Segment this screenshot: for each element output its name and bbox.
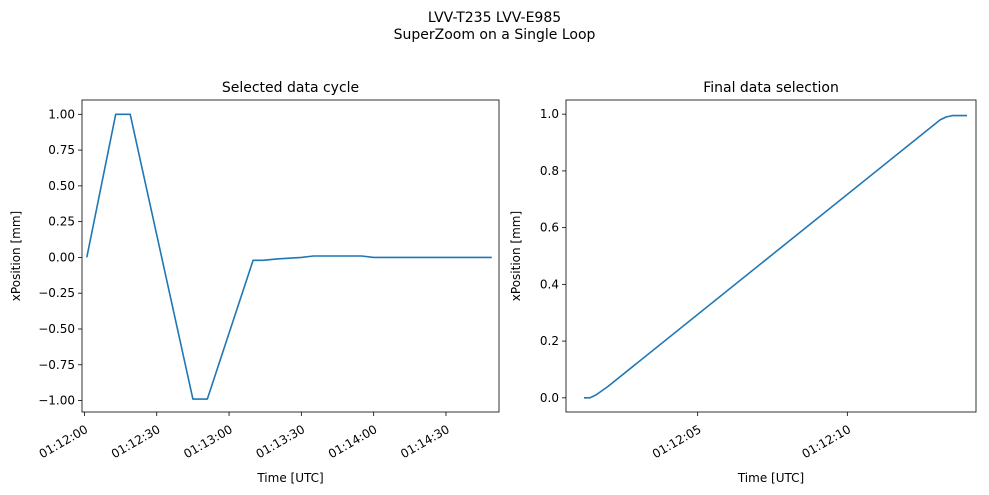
- chart-panel-left: Selected data cycle 1.00 0.75 0.50 0.25 0.00 −…: [9, 80, 500, 485]
- x-tick-label: 01:12:30: [109, 422, 163, 461]
- chart-title: Final data selection: [703, 80, 839, 96]
- y-tick-label: 0.0: [540, 391, 559, 405]
- x-tick-label: 01:13:30: [254, 422, 308, 461]
- suptitle-line1: LVV-T235 LVV-E985: [428, 10, 561, 26]
- x-tick-label: 01:12:05: [650, 422, 704, 461]
- x-axis-label: Time [UTC]: [256, 471, 323, 485]
- y-axis-label: xPosition [mm]: [9, 211, 23, 301]
- axes-frame: [565, 99, 977, 413]
- y-axis-label: xPosition [mm]: [509, 211, 523, 301]
- y-tick-label: −1.00: [38, 394, 75, 408]
- x-tick-label: 01:13:00: [181, 422, 235, 461]
- y-tick-label: 0.2: [540, 334, 559, 348]
- x-tick-label: 01:14:30: [398, 422, 452, 461]
- y-tick-label: 0.4: [540, 277, 559, 291]
- y-tick-label: 0.8: [540, 164, 559, 178]
- x-tick-label: 01:14:00: [326, 422, 380, 461]
- series-line: [584, 114, 967, 399]
- y-tick-label: −0.50: [38, 322, 75, 336]
- y-tick-label: 0.6: [540, 221, 559, 235]
- axes-frame: [81, 99, 500, 413]
- y-tick-label: 0.25: [48, 215, 75, 229]
- chart-title: Selected data cycle: [222, 80, 359, 96]
- y-tick-label: 0.50: [48, 179, 75, 193]
- y-tick-label: 0.00: [48, 250, 75, 264]
- series-line: [86, 113, 492, 400]
- y-tick-label: 1.0: [540, 107, 559, 121]
- y-tick-label: 1.00: [48, 107, 75, 121]
- x-tick-label: 01:12:00: [37, 422, 91, 461]
- y-tick-label: −0.75: [38, 358, 75, 372]
- x-axis-label: Time [UTC]: [737, 471, 804, 485]
- chart-panel-right: Final data selection 1.0 0.8 0.6 0.4 0.2 0.0 01…: [509, 80, 977, 485]
- suptitle-line2: SuperZoom on a Single Loop: [394, 27, 596, 43]
- x-tick-label: 01:12:10: [800, 422, 854, 461]
- y-tick-label: −0.25: [38, 286, 75, 300]
- y-tick-label: 0.75: [48, 143, 75, 157]
